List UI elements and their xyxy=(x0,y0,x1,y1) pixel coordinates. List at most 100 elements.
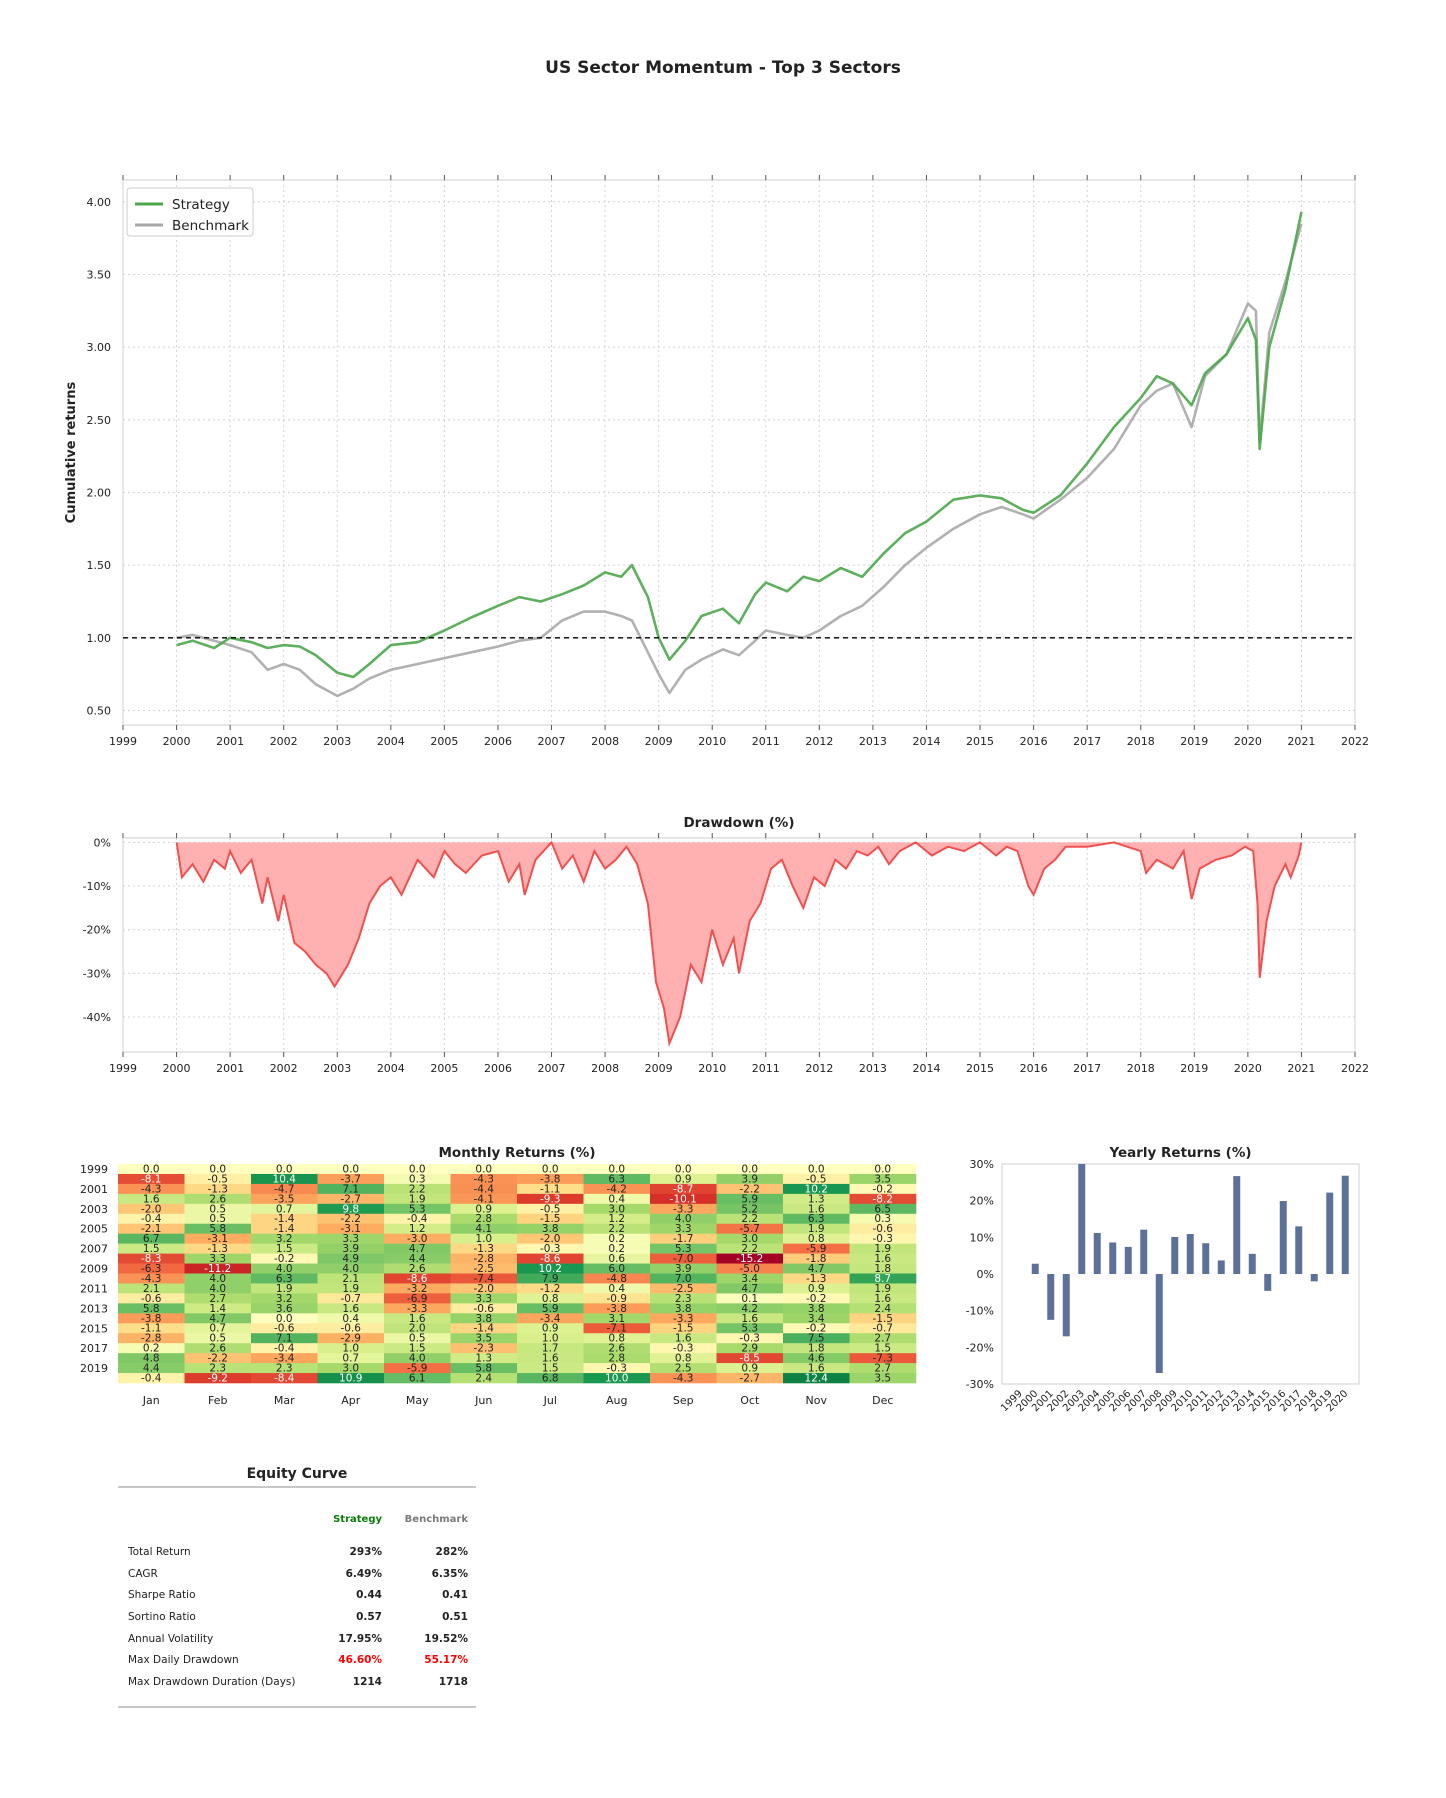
cell-value: 3.9 xyxy=(741,1173,758,1185)
cell-value: 4.4 xyxy=(409,1253,426,1265)
x-tick-label: 2001 xyxy=(216,1062,244,1075)
heatmap-cell xyxy=(650,1293,717,1304)
heatmap-cell xyxy=(251,1173,318,1185)
heatmap-cell xyxy=(783,1313,850,1324)
cell-value: -4.3 xyxy=(141,1183,162,1195)
heatmap-cell xyxy=(517,1353,584,1364)
cell-value: 1.5 xyxy=(143,1243,160,1255)
heatmap-cell xyxy=(317,1213,385,1225)
cell-value: 7.0 xyxy=(675,1273,692,1285)
x-tick-label: Dec xyxy=(872,1394,893,1407)
heatmap-cell xyxy=(184,1303,252,1314)
heatmap-cell xyxy=(583,1164,651,1175)
x-tick-label: 2021 xyxy=(1287,1062,1315,1075)
heatmap-cell xyxy=(783,1203,850,1215)
cell-value: 3.3 xyxy=(475,1293,492,1305)
cell-value: 1.8 xyxy=(874,1263,891,1275)
stat-strategy-value: 0.44 xyxy=(356,1589,382,1602)
cell-value: -0.5 xyxy=(208,1173,229,1185)
heatmap-cell xyxy=(517,1253,584,1264)
cell-value: 1.0 xyxy=(342,1343,359,1355)
cell-value: 4.7 xyxy=(209,1313,226,1325)
heatmap-cell xyxy=(783,1363,850,1374)
cell-value: -8.7 xyxy=(673,1183,694,1195)
heatmap-cell xyxy=(184,1193,252,1205)
heatmap-cell xyxy=(251,1223,318,1234)
heatmap-cell xyxy=(251,1293,318,1304)
y-tick-label: 0% xyxy=(977,1268,994,1281)
heatmap-cell xyxy=(184,1223,252,1234)
cell-value: -0.2 xyxy=(873,1183,894,1195)
heatmap-cell xyxy=(783,1263,850,1274)
cell-value: -3.8 xyxy=(607,1303,628,1315)
heatmap-cell xyxy=(716,1303,784,1314)
cell-value: 1.6 xyxy=(675,1333,692,1345)
x-tick-label: 2019 xyxy=(1180,735,1208,748)
heatmap-cell xyxy=(118,1323,185,1334)
heatmap-cell xyxy=(716,1193,784,1205)
heatmap-cell xyxy=(251,1243,318,1254)
x-tick-label: 2018 xyxy=(1127,735,1155,748)
cell-value: 7.5 xyxy=(808,1333,825,1345)
x-tick-label: 2008 xyxy=(591,1062,619,1075)
cell-value: 4.8 xyxy=(143,1353,160,1365)
x-tick-label: May xyxy=(406,1394,429,1407)
cell-value: -3.8 xyxy=(540,1173,561,1185)
heatmap-cell xyxy=(450,1373,518,1384)
cell-value: 0.7 xyxy=(276,1203,293,1215)
cell-value: 1.4 xyxy=(209,1303,226,1315)
cell-value: 7.9 xyxy=(542,1273,559,1285)
heatmap-cell xyxy=(849,1273,917,1284)
heatmap-cell xyxy=(783,1303,850,1314)
heatmap-cell xyxy=(716,1243,784,1254)
x-tick-label: 2005 xyxy=(430,1062,458,1075)
cell-value: -0.2 xyxy=(806,1323,827,1335)
cell-value: 0.9 xyxy=(808,1283,825,1295)
heatmap-cell xyxy=(650,1373,717,1384)
heatmap-cell xyxy=(583,1173,651,1185)
cell-value: -2.0 xyxy=(141,1203,162,1215)
legend: Strategy Benchmark xyxy=(126,187,254,237)
heatmap-cell xyxy=(184,1323,252,1334)
heatmap-cell xyxy=(583,1313,651,1324)
cell-value: 2.4 xyxy=(475,1373,492,1385)
heatmap-cell xyxy=(251,1263,318,1274)
cell-value: -1.3 xyxy=(208,1243,229,1255)
cell-value: 0.0 xyxy=(608,1163,625,1175)
stats-row: Max Daily Drawdown 46.60% 55.17% xyxy=(118,1650,476,1672)
y-tick-label: 2.50 xyxy=(87,414,112,427)
cell-value: -1.5 xyxy=(873,1313,894,1325)
legend-label: Strategy xyxy=(172,197,230,213)
cumulative-returns-chart: 1999 2000 2001 2002 2003 2004 2005 2006 2007 2008… xyxy=(64,175,1369,748)
heatmap-cell xyxy=(783,1343,850,1354)
cell-value: -4.3 xyxy=(673,1373,694,1385)
cell-value: -0.3 xyxy=(540,1243,561,1255)
cell-value: -3.1 xyxy=(341,1223,362,1235)
heatmap-cell xyxy=(849,1333,917,1344)
cell-value: -2.0 xyxy=(474,1283,495,1295)
stat-benchmark-value: 282% xyxy=(435,1546,468,1558)
cell-value: 2.7 xyxy=(209,1293,226,1305)
heatmap-cell xyxy=(650,1213,717,1225)
cell-value: 0.4 xyxy=(342,1313,359,1325)
cell-value: -4.1 xyxy=(474,1193,495,1205)
heatmap-cell xyxy=(716,1273,784,1284)
x-tick-label: 2013 xyxy=(859,1062,887,1075)
heatmap-cell xyxy=(317,1283,385,1294)
heatmap-cell xyxy=(118,1183,185,1195)
cell-value: -3.7 xyxy=(341,1173,362,1185)
cell-value: -0.4 xyxy=(141,1213,162,1225)
cell-value: 0.9 xyxy=(475,1203,492,1215)
y-axis-label: Cumulative returns xyxy=(64,382,79,524)
monthly-returns-heatmap: Monthly Returns (%) 0.0 0.0 0.0 0.0 0.0 0.0 0.0… xyxy=(80,1145,917,1407)
cell-value: -2.5 xyxy=(474,1263,495,1275)
year-bar xyxy=(1062,1274,1070,1337)
heatmap-cell xyxy=(450,1273,518,1284)
plot-area xyxy=(1001,1163,1360,1385)
cell-value: 1.6 xyxy=(741,1313,758,1325)
heatmap-cell xyxy=(450,1164,518,1175)
y-tick-label: 10% xyxy=(970,1231,994,1244)
heatmap-cell xyxy=(783,1193,850,1205)
cell-value: 1.5 xyxy=(276,1243,293,1255)
cell-value: 0.3 xyxy=(874,1213,891,1225)
